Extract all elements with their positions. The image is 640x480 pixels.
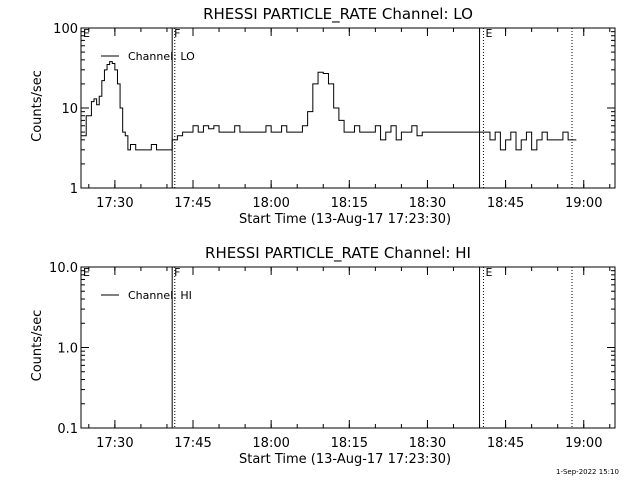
hi-x-tick-label: 18:45 xyxy=(487,436,524,451)
hi-y-tick-label: 1.0 xyxy=(57,342,78,357)
lo-event-marker-label: F xyxy=(174,27,180,40)
hi-x-axis-label: Start Time (13-Aug-17 17:23:30) xyxy=(239,452,451,467)
footer-timestamp: 1-Sep-2022 15:10 xyxy=(556,468,619,476)
hi-x-tick-label: 17:30 xyxy=(96,436,133,451)
lo-x-tick-label: 17:30 xyxy=(96,196,133,211)
hi-y-axis-label: Counts/sec xyxy=(30,310,45,382)
lo-x-axis-label: Start Time (13-Aug-17 17:23:30) xyxy=(239,212,451,227)
lo-x-tick-label: 18:45 xyxy=(487,196,524,211)
hi-event-marker-label: E xyxy=(83,266,90,279)
lo-legend-label: Channel: LO xyxy=(128,50,195,63)
hi-x-tick-label: 18:15 xyxy=(331,436,368,451)
hi-event-marker-label: F xyxy=(174,266,180,279)
lo-y-tick-label: 1 xyxy=(70,182,78,197)
hi-y-tick-label: 10.0 xyxy=(49,261,78,276)
lo-y-tick-label: 100 xyxy=(53,22,78,37)
lo-x-tick-label: 18:00 xyxy=(252,196,289,211)
hi-x-tick-label: 19:00 xyxy=(565,436,602,451)
lo-y-tick-label: 10 xyxy=(61,102,78,117)
hi-x-tick-label: 18:30 xyxy=(409,436,446,451)
hi-chart-title: RHESSI PARTICLE_RATE Channel: HI xyxy=(205,244,471,263)
hi-event-marker-label: E xyxy=(485,266,492,279)
hi-y-tick-label: 0.1 xyxy=(57,422,78,437)
hi-x-tick-label: 17:45 xyxy=(174,436,211,451)
lo-x-tick-label: 17:45 xyxy=(174,196,211,211)
lo-chart-title: RHESSI PARTICLE_RATE Channel: LO xyxy=(203,5,473,24)
lo-event-marker-label: E xyxy=(485,27,492,40)
lo-event-marker-label: E xyxy=(83,27,90,40)
lo-x-tick-label: 18:30 xyxy=(409,196,446,211)
lo-x-tick-label: 18:15 xyxy=(331,196,368,211)
hi-legend-label: Channel: HI xyxy=(128,289,192,302)
hi-x-tick-label: 18:00 xyxy=(252,436,289,451)
lo-series-line xyxy=(81,61,577,151)
lo-x-tick-label: 19:00 xyxy=(565,196,602,211)
lo-y-axis-label: Counts/sec xyxy=(30,70,45,142)
